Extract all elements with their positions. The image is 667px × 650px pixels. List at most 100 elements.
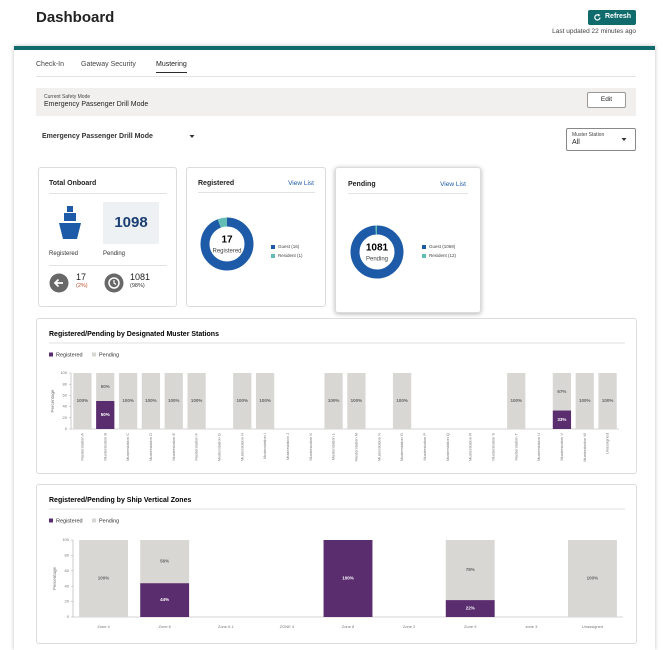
data-label: 100% — [236, 398, 248, 403]
y-tick-label: 20 — [63, 415, 68, 420]
legend-label: Guest (16) — [278, 244, 300, 249]
x-tick-label: Musterstation M — [353, 433, 358, 461]
mode-select[interactable]: Emergency Passenger Drill Mode — [42, 133, 153, 140]
muster-select[interactable]: Muster Station All — [566, 128, 636, 151]
view-list-link[interactable]: View List — [440, 181, 466, 188]
donut-chart: Guest (16) Resident (1) 17 Registered — [200, 217, 303, 271]
legend-swatch — [49, 352, 53, 357]
legend-label: Registered — [56, 352, 83, 358]
data-label: 100% — [510, 398, 522, 403]
donut-chart: Guest (1069) Resident (12) 1081 Pending — [350, 225, 457, 279]
y-tick-label: 80 — [63, 381, 68, 386]
caret — [621, 138, 627, 141]
x-tick-label: Musterstation N — [376, 433, 381, 461]
data-label: 50% — [101, 384, 110, 389]
bar-segment — [118, 373, 138, 429]
legend-label: Pending — [99, 352, 119, 358]
data-label: 100% — [587, 576, 599, 581]
data-label: 100% — [579, 398, 591, 403]
donut-segment — [350, 225, 404, 279]
data-label: 100% — [145, 398, 157, 403]
bar-segment — [598, 373, 617, 429]
bar-chart: Registered/Pending by Designated Muster … — [49, 331, 625, 462]
donut-segment — [200, 217, 254, 271]
bar-segment — [347, 373, 366, 429]
x-tick-label: Musterstation K — [308, 433, 313, 461]
last-updated: Last updated 22 minutes ago — [552, 28, 636, 35]
legend-label: Guest (1069) — [429, 244, 456, 249]
registered-card: Registered View List Guest (16) Resident … — [186, 167, 326, 307]
x-tick-label: Musterstation C — [125, 433, 130, 461]
x-tick-label: ZONE 4 — [280, 624, 295, 629]
x-tick-label: Musterstation I — [262, 433, 267, 459]
data-label: 50% — [101, 412, 110, 417]
data-label: 56% — [160, 559, 169, 564]
x-tick-label: Musterstation F — [194, 432, 199, 460]
x-tick-label: Zone 6.1 — [218, 624, 235, 629]
pending-card: Pending View List Guest (1069) Resident (… — [335, 167, 481, 313]
data-label: 78% — [466, 567, 475, 572]
y-axis-label: Percentage — [52, 567, 57, 591]
x-tick-label: Zone 2 — [403, 624, 416, 629]
legend-swatch — [92, 518, 96, 523]
x-tick-label: Zone 8 — [342, 624, 355, 629]
x-tick-label: Zone 6 — [158, 624, 171, 629]
bar-segment — [568, 540, 617, 617]
legend-label: Resident (1) — [278, 253, 303, 258]
data-label: 33% — [557, 417, 566, 422]
x-tick-label: Musterstation P — [422, 433, 427, 461]
legend-swatch — [49, 518, 53, 523]
card-title: Total Onboard — [49, 180, 97, 187]
y-tick-label: 60 — [63, 392, 68, 397]
bar-segment — [164, 373, 183, 429]
bar-segment — [233, 373, 252, 429]
registered-icon — [49, 273, 69, 293]
bar-segment — [552, 410, 572, 429]
caret — [189, 135, 195, 138]
data-label: 100% — [351, 398, 363, 403]
data-label: 100% — [98, 576, 110, 581]
edit-button[interactable]: Edit — [587, 92, 626, 108]
x-tick-label: Unassigned — [605, 433, 610, 454]
y-tick-label: 60 — [65, 568, 70, 573]
divider — [348, 193, 468, 194]
y-tick-label: 100 — [62, 537, 69, 542]
y-tick-label: 20 — [65, 599, 70, 604]
bar-segment — [552, 373, 572, 411]
legend-label: Pending — [99, 518, 119, 524]
y-tick-label: 100 — [60, 370, 67, 375]
data-label: 100% — [122, 398, 134, 403]
bar-segment — [141, 373, 161, 429]
data-label: 100% — [328, 398, 340, 403]
ship-icon — [59, 206, 81, 239]
bar-segment — [73, 373, 92, 429]
data-label: 22% — [466, 606, 475, 611]
x-tick-label: Musterstation D — [148, 433, 153, 461]
tab-active[interactable]: Mustering — [156, 61, 187, 73]
refresh-label: Refresh — [605, 13, 632, 20]
pending-count: 1081 — [130, 272, 151, 282]
bar-segment — [575, 373, 594, 429]
tab[interactable]: Check-In — [36, 61, 65, 68]
bar-segment — [187, 373, 206, 429]
refresh-icon — [594, 13, 601, 21]
tab[interactable]: Gateway Security — [81, 61, 136, 68]
view-list-link[interactable]: View List — [288, 180, 314, 187]
x-tick-label: Musterstation L — [331, 432, 336, 460]
data-label: 100% — [602, 398, 614, 403]
bar-segment — [140, 583, 190, 617]
data-label: 100% — [396, 398, 408, 403]
card-title: Pending — [348, 181, 376, 188]
data-label: 67% — [557, 389, 566, 394]
legend-label: Registered — [56, 518, 83, 524]
x-tick-label: Zone 9 — [464, 624, 477, 629]
legend-swatch — [92, 352, 96, 357]
pending-pct: (98%) — [130, 283, 145, 289]
pending-icon — [104, 273, 124, 293]
refresh-button[interactable]: Refresh — [588, 10, 636, 25]
legend-swatch — [271, 254, 275, 258]
bar-segment — [445, 540, 495, 601]
muster-select-label: Muster Station — [572, 132, 605, 138]
bar-segment — [392, 373, 412, 429]
